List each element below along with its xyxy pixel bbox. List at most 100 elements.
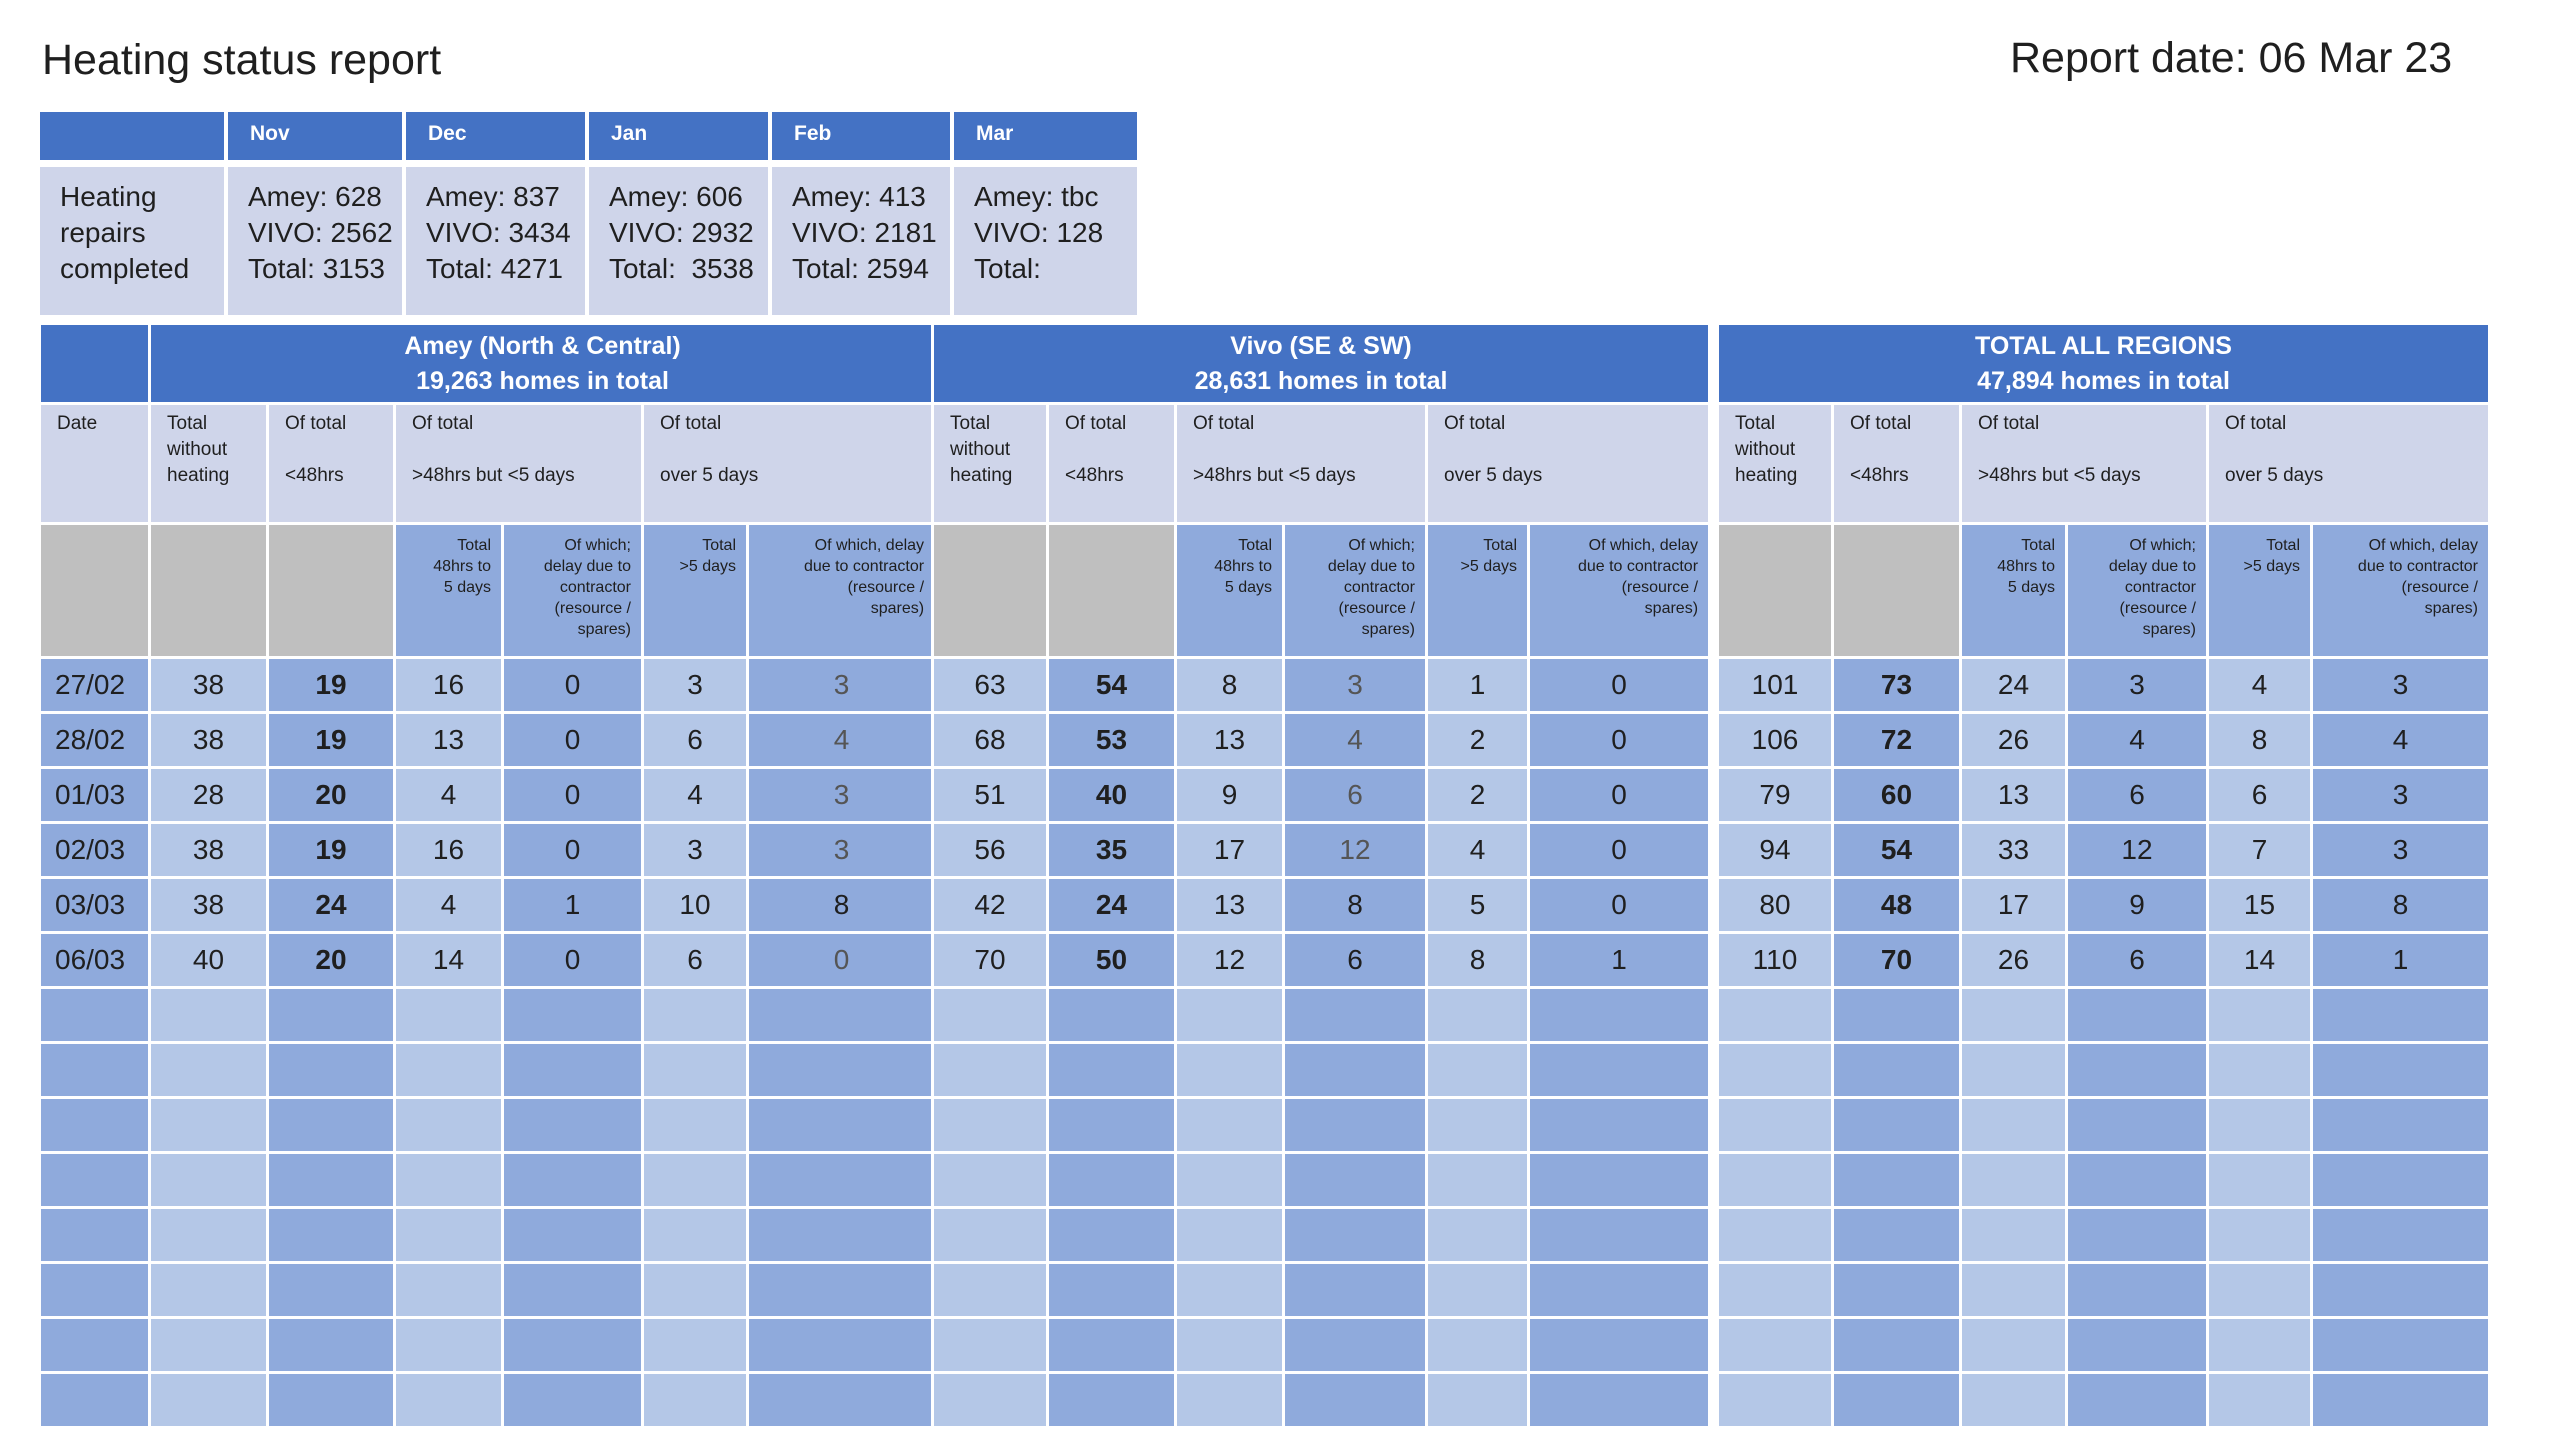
empty-cell xyxy=(1174,1041,1285,1099)
empty-row xyxy=(38,1316,938,1374)
subheader-delay-48hrs-5days: Of which; delay due to contractor (resou… xyxy=(501,522,644,659)
table-cell: 0 xyxy=(745,931,938,989)
empty-cell xyxy=(266,1151,396,1209)
blank-subheader-cell xyxy=(266,522,396,659)
empty-cell xyxy=(501,1041,644,1099)
empty-cell xyxy=(38,1206,151,1264)
empty-cell xyxy=(2310,1206,2491,1264)
table-row: 51 40 9 6 2 0 xyxy=(931,766,1712,824)
empty-row xyxy=(38,1261,938,1319)
subheader-delay-48hrs-5days: Of which; delay due to contractor (resou… xyxy=(2065,522,2209,659)
empty-cell xyxy=(1046,1371,1177,1429)
empty-cell xyxy=(1174,1096,1285,1154)
empty-cell xyxy=(1959,1261,2068,1319)
table-cell: 13 xyxy=(1959,766,2068,824)
table-cell: 4 xyxy=(1425,821,1530,879)
subheader-delay-over-5days: Of which, delay due to contractor (resou… xyxy=(1526,522,1712,659)
empty-row xyxy=(1716,1151,2491,1209)
table-cell: 24 xyxy=(1046,876,1177,934)
empty-cell xyxy=(1526,1041,1712,1099)
of-total-over-5days-header: Of total over 5 days xyxy=(1424,402,1712,525)
region-homes: 28,631 homes in total xyxy=(1194,366,1448,395)
table-cell: 1 xyxy=(1526,931,1712,989)
summary-cell-dec: Amey: 837 VIVO: 3434 Total: 4271 xyxy=(406,167,589,315)
table-cell: 7 xyxy=(2206,821,2313,879)
table-cell: 8 xyxy=(2206,711,2313,769)
empty-cell xyxy=(641,1371,749,1429)
empty-row xyxy=(931,1371,1712,1429)
table-cell: 110 xyxy=(1716,931,1834,989)
table-cell: 0 xyxy=(1526,711,1712,769)
empty-cell xyxy=(2310,1316,2491,1374)
table-cell: 70 xyxy=(1831,931,1962,989)
empty-cell xyxy=(1174,1371,1285,1429)
summary-row-label: Heating repairs completed xyxy=(40,167,228,315)
empty-row xyxy=(931,986,1712,1044)
empty-cell xyxy=(1716,1261,1834,1319)
table-cell: 3 xyxy=(641,656,749,714)
table-row: 03/03 38 24 4 1 10 8 xyxy=(38,876,938,934)
subheader-delay-48hrs-5days: Of which; delay due to contractor (resou… xyxy=(1282,522,1428,659)
empty-cell xyxy=(393,1096,504,1154)
empty-cell xyxy=(745,1261,938,1319)
table-cell: 17 xyxy=(1174,821,1285,879)
empty-cell xyxy=(148,986,269,1044)
table-cell: 2 xyxy=(1425,711,1530,769)
empty-cell xyxy=(1425,1096,1530,1154)
empty-cell xyxy=(266,1206,396,1264)
empty-cell xyxy=(745,1096,938,1154)
table-cell: 6 xyxy=(1282,766,1428,824)
table-cell: 19 xyxy=(266,821,396,879)
empty-cell xyxy=(1716,986,1834,1044)
empty-cell xyxy=(38,1041,151,1099)
subheader-total-over-5days: Total >5 days xyxy=(1425,522,1530,659)
table-cell: 54 xyxy=(1831,821,1962,879)
table-cell: 1 xyxy=(501,876,644,934)
table-cell: 33 xyxy=(1959,821,2068,879)
empty-cell xyxy=(38,1316,151,1374)
empty-cell xyxy=(266,1371,396,1429)
table-cell: 6 xyxy=(641,711,749,769)
empty-cell xyxy=(501,1151,644,1209)
table-row: 80 48 17 9 15 8 xyxy=(1716,876,2491,934)
empty-cell xyxy=(148,1371,269,1429)
table-cell: 40 xyxy=(1046,766,1177,824)
empty-cell xyxy=(1282,1151,1428,1209)
of-total-48hrs-header: Of total <48hrs xyxy=(266,402,396,525)
table-cell: 6 xyxy=(2065,931,2209,989)
empty-cell xyxy=(745,1041,938,1099)
table-cell: 72 xyxy=(1831,711,1962,769)
empty-cell xyxy=(1174,1206,1285,1264)
of-total-over-5days-header: Of total over 5 days xyxy=(640,402,938,525)
empty-row xyxy=(1716,1041,2491,1099)
empty-cell xyxy=(2206,1261,2313,1319)
summary-month-mar: Mar xyxy=(954,112,1137,160)
empty-row xyxy=(931,1206,1712,1264)
empty-cell xyxy=(1046,1041,1177,1099)
table-cell: 38 xyxy=(148,711,269,769)
empty-cell xyxy=(266,986,396,1044)
vivo-table: Vivo (SE & SW) 28,631 homes in total Total… xyxy=(930,322,1712,1429)
table-cell: 14 xyxy=(393,931,504,989)
empty-cell xyxy=(1282,1041,1428,1099)
empty-cell xyxy=(2310,1041,2491,1099)
table-row: 110 70 26 6 14 1 xyxy=(1716,931,2491,989)
blank-subheader-cell xyxy=(1046,522,1177,659)
empty-cell xyxy=(393,986,504,1044)
table-cell: 6 xyxy=(2065,766,2209,824)
table-cell: 17 xyxy=(1959,876,2068,934)
empty-cell xyxy=(2206,1206,2313,1264)
table-cell: 3 xyxy=(641,821,749,879)
subheader-total-48hrs-5days: Total 48hrs to 5 days xyxy=(393,522,504,659)
empty-cell xyxy=(1716,1206,1834,1264)
of-total-over-5days-header: Of total over 5 days xyxy=(2206,402,2491,525)
empty-cell xyxy=(2065,1096,2209,1154)
table-cell: 50 xyxy=(1046,931,1177,989)
empty-cell xyxy=(1526,1261,1712,1319)
table-cell: 79 xyxy=(1716,766,1834,824)
empty-cell xyxy=(38,1371,151,1429)
empty-cell xyxy=(2206,986,2313,1044)
table-cell: 16 xyxy=(393,821,504,879)
table-cell: 2 xyxy=(1425,766,1530,824)
blank-subheader-cell xyxy=(1716,522,1834,659)
